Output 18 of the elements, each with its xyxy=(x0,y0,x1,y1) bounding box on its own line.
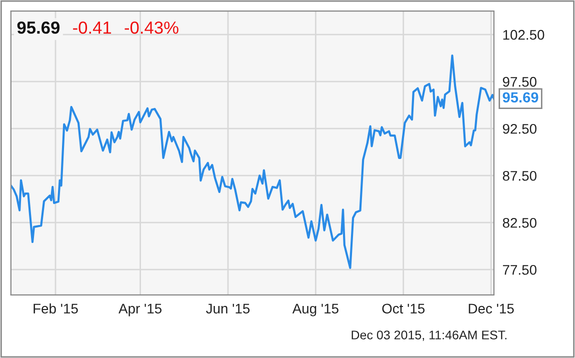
chart-title: 95.69 xyxy=(17,21,60,34)
annotation: -0.41 xyxy=(73,21,112,34)
x-tick-label: Dec '15 xyxy=(468,304,514,314)
text: Dec 03 2015, 11:46AM EST. xyxy=(352,330,506,341)
x-tick-label: Oct '15 xyxy=(382,304,425,314)
x-tick-label: Apr '15 xyxy=(118,304,162,316)
y-tick-label: 102.50 xyxy=(503,30,544,40)
y-tick-label: 87.50 xyxy=(502,170,536,181)
line-series xyxy=(10,54,494,269)
y-tick-label: 77.50 xyxy=(502,264,536,275)
x-tick-label: Feb '15 xyxy=(34,303,78,314)
annotation: -0.43% xyxy=(124,21,178,34)
y-tick-label: 82.50 xyxy=(502,218,536,228)
annotation: 95.69 xyxy=(502,92,538,103)
y-tick-label: 97.50 xyxy=(502,76,536,87)
x-tick-label: Jun '15 xyxy=(206,304,250,314)
x-tick-label: Aug '15 xyxy=(292,304,338,316)
y-tick-label: 92.50 xyxy=(502,124,536,134)
